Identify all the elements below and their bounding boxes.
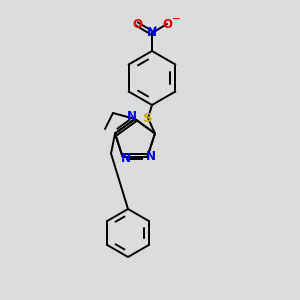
Text: −: −: [172, 14, 180, 24]
Text: N: N: [121, 152, 131, 166]
Text: N: N: [127, 110, 137, 124]
Text: N: N: [146, 151, 156, 164]
Text: +: +: [152, 25, 160, 34]
Text: O: O: [132, 17, 142, 31]
Text: S: S: [143, 112, 153, 124]
Text: O: O: [162, 17, 172, 31]
Text: N: N: [147, 26, 157, 40]
